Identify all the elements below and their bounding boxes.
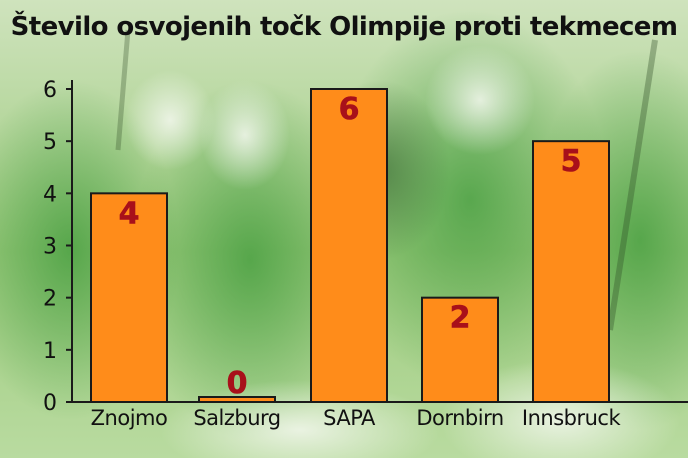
y-tick-label: 1 bbox=[43, 339, 57, 364]
x-tick-label-innsbruck: Innsbruck bbox=[522, 406, 622, 430]
data-label-salzburg: 0 bbox=[227, 366, 248, 401]
y-tick-label: 3 bbox=[43, 235, 57, 260]
data-label-sapa: 6 bbox=[339, 92, 360, 127]
bar-innsbruck bbox=[532, 140, 610, 404]
y-tick-label: 4 bbox=[43, 182, 57, 207]
data-label-znojmo: 4 bbox=[119, 196, 140, 231]
bar-dornbirn bbox=[421, 296, 499, 403]
x-tick-label-dornbirn: Dornbirn bbox=[416, 406, 503, 430]
x-tick-label-salzburg: Salzburg bbox=[193, 406, 280, 430]
x-tick-label-sapa: SAPA bbox=[323, 406, 376, 430]
bar-sapa bbox=[310, 88, 388, 403]
y-tick-label: 0 bbox=[43, 391, 57, 416]
x-tick-label-znojmo: Znojmo bbox=[91, 406, 168, 430]
data-label-innsbruck: 5 bbox=[561, 144, 582, 179]
y-tick-label: 6 bbox=[43, 78, 57, 103]
data-label-dornbirn: 2 bbox=[450, 301, 471, 336]
chart-title: Število osvojenih točk Olimpije proti te… bbox=[10, 12, 678, 42]
y-tick-label: 5 bbox=[43, 130, 57, 155]
y-tick-label: 2 bbox=[43, 287, 57, 312]
